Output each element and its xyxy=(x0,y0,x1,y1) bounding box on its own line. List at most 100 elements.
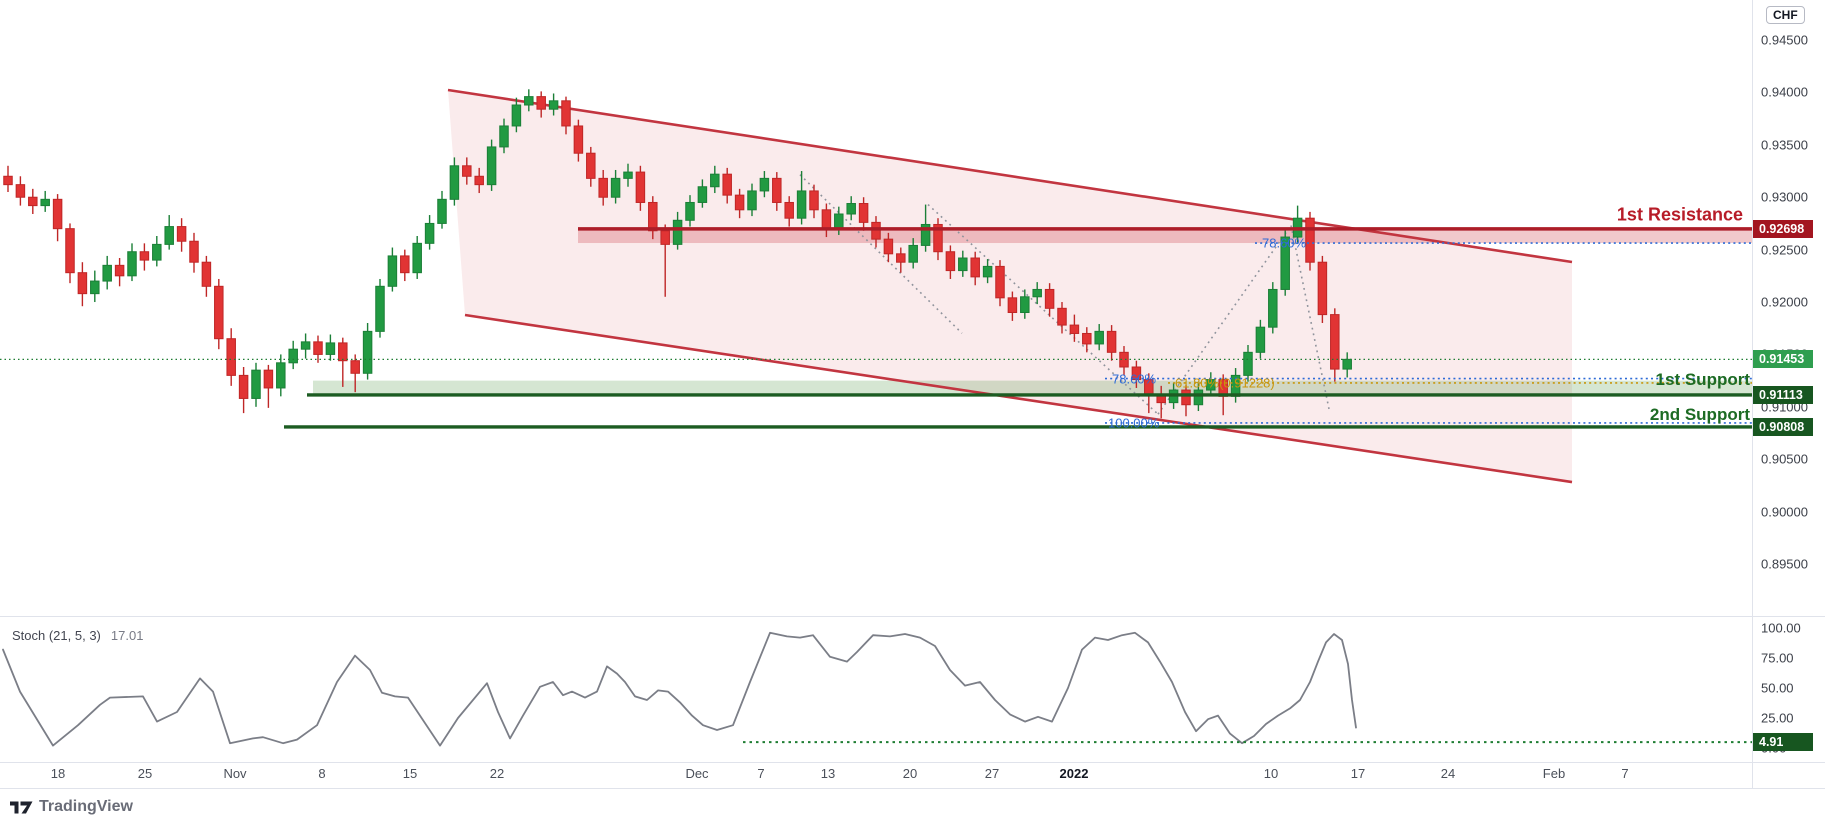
time-axis-label: 13 xyxy=(820,766,836,781)
fib-trend-dotted-line[interactable] xyxy=(1290,225,1330,410)
time-axis-label: Dec xyxy=(685,766,709,781)
descending-channel-fill xyxy=(448,90,1572,483)
candle xyxy=(1330,308,1340,382)
candle xyxy=(710,165,720,194)
price-axis-label: 0.94000 xyxy=(1761,84,1808,100)
candle xyxy=(871,216,881,248)
stoch-axis-label: 100.00 xyxy=(1761,620,1801,636)
candle xyxy=(970,251,980,286)
candle xyxy=(226,328,236,386)
candle xyxy=(982,259,993,284)
candle xyxy=(127,243,137,282)
candle xyxy=(1268,282,1278,334)
candle xyxy=(276,354,286,397)
candle xyxy=(52,194,63,242)
candle xyxy=(958,250,968,277)
candle xyxy=(1317,255,1328,323)
candle xyxy=(214,278,224,350)
fib-retracement-label: 78.60% xyxy=(1262,235,1307,251)
currency-badge[interactable]: CHF xyxy=(1766,6,1805,24)
candle xyxy=(3,165,13,192)
candle xyxy=(1094,324,1104,351)
fib-trend-dotted-line[interactable] xyxy=(1157,225,1292,415)
tradingview-logo[interactable]: TradingView xyxy=(10,798,133,816)
price-chart-pane[interactable] xyxy=(0,0,1752,616)
candle xyxy=(573,119,584,162)
candle xyxy=(1206,372,1216,397)
candle xyxy=(449,157,460,206)
candle xyxy=(610,169,621,204)
candle xyxy=(1193,382,1204,412)
candle xyxy=(424,215,435,250)
candle xyxy=(586,146,596,187)
price-axis-label: 0.89500 xyxy=(1761,556,1808,572)
candle xyxy=(846,196,856,221)
resistance-label: 1st Resistance xyxy=(1616,204,1743,225)
candle xyxy=(524,89,534,112)
stoch-axis-label: 25.00 xyxy=(1761,710,1794,726)
support-zone[interactable] xyxy=(313,380,1752,395)
candle xyxy=(511,97,522,133)
candle xyxy=(809,184,819,219)
candle xyxy=(300,333,311,359)
candle xyxy=(176,218,187,252)
candle xyxy=(796,171,807,225)
channel-upper-line[interactable] xyxy=(447,88,1573,264)
time-axis-label: 2022 xyxy=(1059,766,1089,781)
candle xyxy=(945,245,956,279)
candle xyxy=(325,334,336,361)
support1-label: 1st Support xyxy=(1655,369,1750,389)
candle xyxy=(102,255,112,290)
candle xyxy=(1007,291,1018,321)
candle xyxy=(883,232,894,263)
candle xyxy=(1243,344,1253,382)
candle xyxy=(1082,327,1092,353)
candle xyxy=(474,167,484,194)
candle xyxy=(1069,314,1080,342)
channel-lower-line[interactable] xyxy=(464,313,1573,484)
time-axis-label: 18 xyxy=(50,766,66,781)
pane-separator[interactable] xyxy=(0,616,1825,617)
stoch-axis-label: 75.00 xyxy=(1761,650,1794,666)
candle xyxy=(350,354,360,393)
candle xyxy=(114,258,125,287)
price-axis-label: 0.92500 xyxy=(1761,242,1808,258)
candle xyxy=(685,195,695,227)
candle xyxy=(40,190,50,212)
candle xyxy=(1255,319,1266,359)
candle xyxy=(1032,282,1042,305)
price-axis-label: 0.92000 xyxy=(1761,294,1808,310)
candle xyxy=(1119,346,1129,376)
candle xyxy=(1044,283,1055,317)
candle xyxy=(623,163,633,187)
time-axis-label: Nov xyxy=(223,766,247,781)
candle xyxy=(896,247,906,273)
candle xyxy=(263,364,274,408)
indicator-name: Stoch (21, 5, 3) xyxy=(12,628,101,643)
candle xyxy=(995,260,1005,307)
time-axis-label: 22 xyxy=(489,766,505,781)
fib-retracement-label: 100.00% xyxy=(1108,415,1160,431)
resistance-price-badge: 0.92698 xyxy=(1753,219,1813,238)
candle xyxy=(672,211,683,250)
stochastic-line xyxy=(2,631,1357,747)
candle xyxy=(201,255,212,297)
indicator-legend[interactable]: Stoch (21, 5, 3) 17.01 xyxy=(12,628,143,643)
tradingview-logo-text: TradingView xyxy=(39,798,133,815)
candle xyxy=(734,188,745,219)
time-axis-label: 7 xyxy=(757,766,765,781)
price-axis-separator xyxy=(1752,0,1753,788)
stochastic-pane[interactable] xyxy=(0,616,1752,762)
tradingview-logo-icon xyxy=(10,801,33,814)
time-axis-label: 25 xyxy=(137,766,153,781)
price-axis-label: 0.93000 xyxy=(1761,189,1808,205)
candle xyxy=(164,215,174,250)
candle xyxy=(784,196,794,227)
candle xyxy=(536,91,546,118)
candle xyxy=(77,262,88,307)
candle xyxy=(722,167,732,204)
candle xyxy=(499,118,509,154)
candle xyxy=(1131,360,1142,388)
time-axis-label: 27 xyxy=(984,766,1000,781)
candle xyxy=(660,224,670,297)
